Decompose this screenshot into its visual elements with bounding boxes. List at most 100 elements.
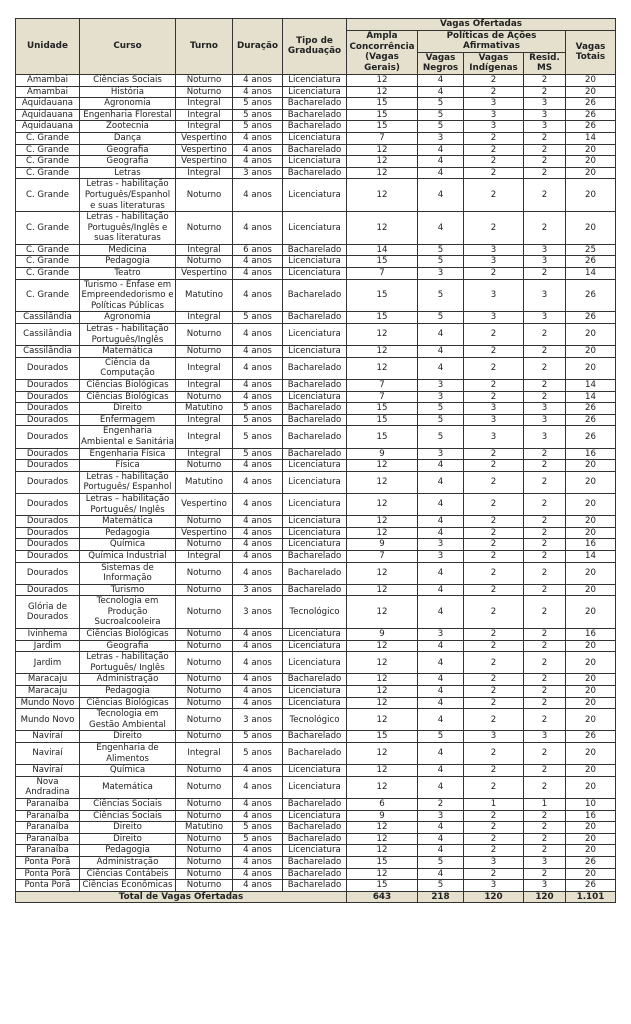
cell-indigenas: 3 <box>463 278 524 313</box>
cell-unidade: Mundo Novo <box>15 696 80 710</box>
cell-indigenas: 3 <box>463 311 524 325</box>
cell-negros: 3 <box>417 628 464 641</box>
cell-resid: 2 <box>523 155 566 168</box>
table-row: C. Grande Turismo - Ênfase em Empreendedo… <box>15 278 617 313</box>
cell-tipo: Licenciatura <box>282 178 347 213</box>
cell-duracao: 4 anos <box>232 131 283 145</box>
table-row: Dourados Letras - habilitação Português/ … <box>15 470 617 494</box>
cell-curso: História <box>79 85 176 99</box>
cell-negros: 4 <box>417 345 464 358</box>
cell-turno: Matutino <box>175 821 233 834</box>
cell-curso: Matemática <box>79 775 176 799</box>
cell-tipo: Licenciatura <box>282 345 347 358</box>
cell-negros: 4 <box>417 673 464 687</box>
cell-resid: 3 <box>523 855 566 869</box>
cell-resid: 2 <box>523 538 566 551</box>
cell-ampla: 12 <box>346 143 418 157</box>
cell-duracao: 4 anos <box>232 639 283 653</box>
table-row: Paranaíba Ciências Sociais Noturno 4 anos Ba… <box>15 797 617 811</box>
cell-duracao: 4 anos <box>232 696 283 710</box>
cell-duracao: 5 anos <box>232 741 283 766</box>
table-row: Naviraí Química Noturno 4 anos Licenciatura 1… <box>15 764 617 777</box>
cell-indigenas: 2 <box>463 696 524 710</box>
cell-ampla: 12 <box>346 155 418 168</box>
cell-indigenas: 2 <box>463 595 524 630</box>
cell-ampla: 12 <box>346 708 418 732</box>
cell-turno: Noturno <box>175 255 233 269</box>
table-row: C. Grande Letras Integral 3 anos Bacharelado… <box>15 166 617 180</box>
cell-ampla: 12 <box>346 844 418 857</box>
cell-curso: Agronomia <box>79 311 176 325</box>
cell-unidade: Cassilândia <box>15 345 80 358</box>
cell-duracao: 4 anos <box>232 470 283 494</box>
cell-indigenas: 2 <box>463 131 524 145</box>
cell-curso: Química <box>79 538 176 551</box>
cell-unidade: C. Grande <box>15 178 80 213</box>
cell-resid: 2 <box>523 741 566 766</box>
cell-duracao: 4 anos <box>232 867 283 881</box>
cell-negros: 4 <box>417 696 464 710</box>
cell-duracao: 4 anos <box>232 879 283 892</box>
cell-tipo: Licenciatura <box>282 73 347 87</box>
cell-negros: 4 <box>417 470 464 494</box>
cell-resid: 2 <box>523 673 566 687</box>
cell-indigenas: 3 <box>463 879 524 892</box>
table-row: Dourados Letras – habilitação Português/ … <box>15 492 617 517</box>
cell-ampla: 12 <box>346 470 418 494</box>
cell-totais: 16 <box>564 809 617 823</box>
cell-negros: 5 <box>417 311 464 325</box>
cell-turno: Noturno <box>175 651 233 675</box>
cell-tipo: Licenciatura <box>282 685 347 698</box>
cell-duracao: 4 anos <box>232 267 283 280</box>
cell-negros: 4 <box>417 708 464 732</box>
table-row: Mundo Novo Tecnologia em Gestão Ambiental… <box>15 708 617 732</box>
cell-indigenas: 2 <box>463 741 524 766</box>
cell-turno: Noturno <box>175 561 233 585</box>
cell-resid: 2 <box>523 390 566 404</box>
cell-curso: Enfermagem <box>79 413 176 427</box>
cell-ampla: 15 <box>346 278 418 313</box>
cell-duracao: 4 anos <box>232 390 283 404</box>
cell-duracao: 4 anos <box>232 255 283 269</box>
cell-totais: 26 <box>564 413 617 427</box>
cell-negros: 5 <box>417 730 464 743</box>
cell-negros: 3 <box>417 549 464 563</box>
cell-ampla: 12 <box>346 85 418 99</box>
cell-turno: Noturno <box>175 879 233 892</box>
cell-resid: 3 <box>523 402 566 415</box>
cell-duracao: 5 anos <box>232 821 283 834</box>
cell-curso: Geografia <box>79 639 176 653</box>
cell-tipo: Licenciatura <box>282 844 347 857</box>
cell-curso: Pedagogia <box>79 685 176 698</box>
cell-resid: 2 <box>523 470 566 494</box>
cell-totais: 25 <box>564 243 617 257</box>
cell-unidade: C. Grande <box>15 267 80 280</box>
total-resid: 120 <box>523 890 566 904</box>
cell-indigenas: 2 <box>463 459 524 472</box>
cell-resid: 2 <box>523 459 566 472</box>
cell-ampla: 12 <box>346 73 418 87</box>
table-row: Maracaju Administração Noturno 4 anos Bachar… <box>15 673 617 687</box>
cell-curso: Pedagogia <box>79 526 176 540</box>
cell-turno: Noturno <box>175 685 233 698</box>
table-row: Dourados Ciências Biológicas Noturno 4 anos… <box>15 390 617 404</box>
cell-unidade: Dourados <box>15 459 80 472</box>
cell-turno: Vespertino <box>175 526 233 540</box>
table-row: Dourados Enfermagem Integral 5 anos Bacharel… <box>15 413 617 427</box>
cell-resid: 2 <box>523 583 566 597</box>
cell-ampla: 12 <box>346 867 418 881</box>
cell-ampla: 15 <box>346 402 418 415</box>
cell-resid: 2 <box>523 492 566 517</box>
cell-resid: 2 <box>523 178 566 213</box>
cell-resid: 2 <box>523 696 566 710</box>
cell-turno: Integral <box>175 549 233 563</box>
table-row: Jardim Geografia Noturno 4 anos Licenciatura… <box>15 639 617 653</box>
cell-indigenas: 3 <box>463 425 524 449</box>
cell-negros: 3 <box>417 390 464 404</box>
cell-duracao: 5 anos <box>232 425 283 449</box>
cell-curso: Ciências Econômicas <box>79 879 176 892</box>
cell-ampla: 12 <box>346 639 418 653</box>
cell-curso: Letras - habilitação Português/ Espanhol <box>79 470 176 494</box>
cell-negros: 4 <box>417 526 464 540</box>
cell-negros: 2 <box>417 797 464 811</box>
